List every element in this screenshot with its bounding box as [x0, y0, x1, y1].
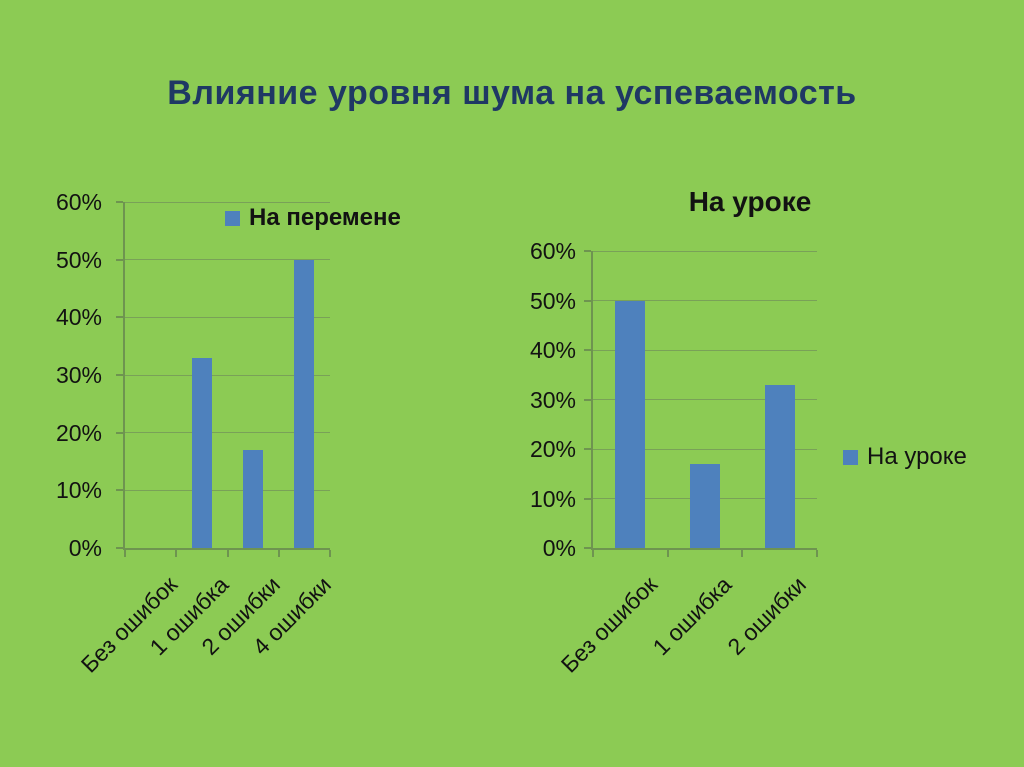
chart-na-uroke-bar: [690, 463, 720, 548]
chart-na-uroke-gridline: [593, 250, 817, 252]
chart-na-peremene-x-axis: [123, 548, 330, 550]
chart-na-uroke-y-axis-label: 20%: [529, 436, 576, 462]
chart-na-peremene-y-axis-tick: [116, 316, 123, 319]
chart-na-uroke-y-axis-tick: [584, 497, 591, 500]
chart-na-peremene-gridline: [125, 201, 330, 203]
chart-na-uroke-bar: [615, 300, 646, 548]
chart-na-uroke-legend: На уроке: [843, 445, 967, 469]
chart-na-peremene-y-axis-label: 50%: [55, 246, 102, 273]
chart-na-uroke-x-axis-tick: [816, 550, 818, 557]
slide-title: Влияние уровня шума на успеваемость: [167, 74, 857, 112]
chart-na-uroke-y-axis-tick: [584, 349, 591, 351]
chart-na-uroke-x-axis-tick: [666, 550, 669, 557]
chart-na-peremene-x-axis-tick: [277, 550, 280, 557]
chart-na-uroke-y-axis-tick: [584, 547, 591, 549]
chart-na-uroke-y-axis: [591, 251, 593, 548]
chart-na-peremene-y-axis-label: 10%: [55, 477, 102, 504]
chart-na-peremene-legend: На перемене: [225, 206, 401, 230]
chart-na-uroke-x-axis-tick: [592, 550, 594, 557]
chart-na-uroke-y-axis-label: 60%: [529, 238, 576, 264]
chart-na-uroke-y-axis-tick: [584, 448, 591, 450]
chart-na-peremene-gridline: [125, 489, 330, 491]
legend-label: На уроке: [867, 443, 967, 470]
chart-na-peremene-y-axis-tick: [116, 547, 123, 549]
chart-na-uroke-y-axis-tick: [584, 299, 591, 302]
chart-na-uroke-y-axis-label: 50%: [529, 287, 576, 314]
chart-na-peremene-y-axis-label: 60%: [55, 189, 102, 215]
chart-na-uroke-x-axis-tick: [741, 550, 744, 557]
chart-na-peremene-x-axis-tick: [124, 550, 126, 557]
legend-label: На перемене: [249, 204, 401, 231]
chart-na-uroke-gridline: [593, 399, 817, 400]
chart-na-uroke-y-axis-label: 30%: [529, 386, 576, 413]
chart-na-peremene-gridline: [125, 432, 330, 434]
chart-na-peremene-x-axis-tick: [175, 550, 178, 557]
legend-swatch: [225, 210, 240, 226]
chart-na-uroke-y-axis-label: 10%: [529, 485, 576, 512]
chart-na-peremene-bar: [191, 357, 212, 548]
chart-na-uroke-gridline: [593, 349, 817, 351]
chart-na-uroke-category-label: 1 ошибка: [647, 571, 737, 661]
chart-na-uroke-y-axis-tick: [584, 398, 591, 401]
chart-na-peremene-y-axis-tick: [116, 374, 123, 376]
chart-na-uroke-bar: [764, 384, 795, 548]
chart-na-peremene-y-axis-label: 40%: [55, 304, 102, 331]
chart-na-peremene-y-axis-label: 30%: [55, 362, 102, 388]
chart-na-peremene-y-axis-tick: [116, 431, 123, 434]
chart-na-uroke-y-axis-tick: [584, 250, 591, 252]
chart-na-peremene-bar: [243, 449, 264, 548]
chart-na-uroke-gridline: [593, 300, 817, 301]
chart-na-peremene-gridline: [125, 374, 330, 376]
chart-na-peremene-y-axis-tick: [116, 489, 123, 492]
chart-na-peremene-gridline: [125, 316, 330, 318]
chart-na-uroke-x-axis: [591, 548, 817, 550]
chart-na-uroke-y-axis-label: 0%: [542, 535, 576, 561]
chart-na-uroke-gridline: [593, 448, 817, 450]
chart-na-peremene-y-axis-label: 20%: [55, 419, 102, 446]
chart-na-peremene-x-axis-tick: [226, 550, 229, 557]
chart-na-peremene-gridline: [125, 259, 330, 261]
chart-na-peremene-x-axis-tick: [329, 550, 331, 557]
chart-na-peremene-bar: [294, 259, 315, 548]
chart-na-peremene-y-axis-label: 0%: [68, 535, 102, 561]
chart-na-uroke-category-label: 2 ошибки: [722, 571, 812, 660]
legend-swatch: [843, 449, 858, 465]
chart-na-peremene-y-axis-tick: [116, 258, 123, 261]
chart-na-peremene-y-axis: [123, 202, 125, 548]
chart-na-uroke-y-axis-label: 40%: [529, 337, 576, 363]
chart-na-uroke-title: На уроке: [688, 186, 812, 217]
chart-na-uroke-category-label: Без ошибок: [555, 571, 663, 678]
chart-na-peremene-y-axis-tick: [116, 201, 123, 203]
